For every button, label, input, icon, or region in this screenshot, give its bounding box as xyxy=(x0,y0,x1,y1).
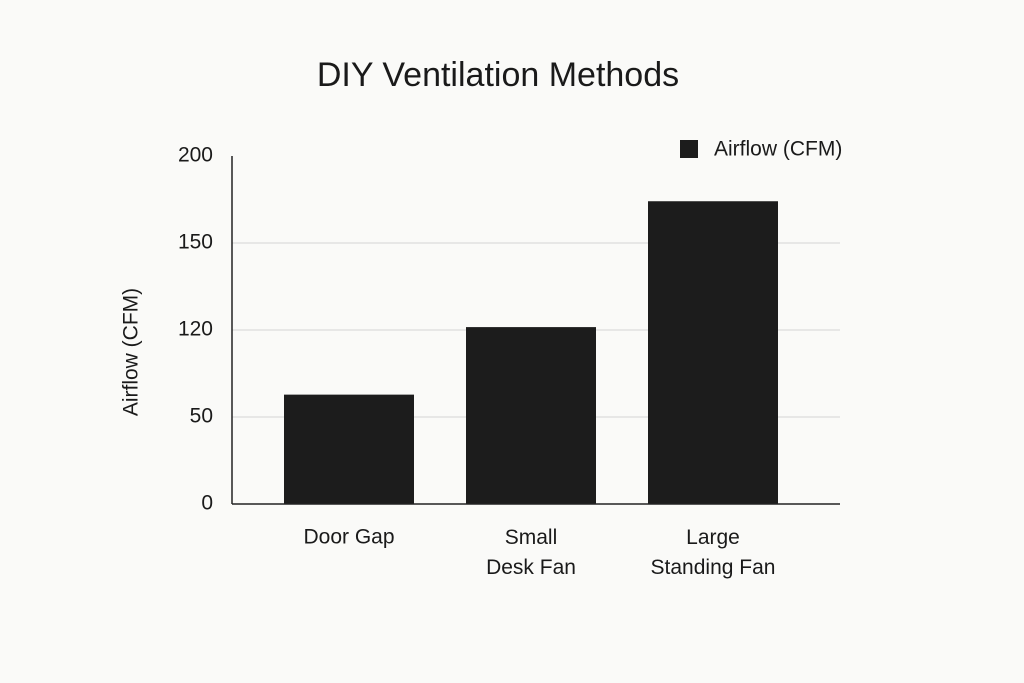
bar xyxy=(466,327,596,504)
bar xyxy=(648,201,778,505)
y-tick-label: 120 xyxy=(178,318,213,341)
bar xyxy=(284,394,414,504)
x-tick-label: Large Standing Fan xyxy=(651,526,776,579)
y-tick-label: 0 xyxy=(201,492,213,515)
y-tick-label: 200 xyxy=(178,144,213,167)
y-tick-label: 150 xyxy=(178,231,213,254)
x-tick-label: Small Desk Fan xyxy=(486,526,576,579)
y-tick-label: 50 xyxy=(190,405,213,428)
legend-swatch xyxy=(680,140,698,158)
x-tick-label: Door Gap xyxy=(303,526,394,549)
y-axis-label: Airflow (CFM) xyxy=(120,288,143,416)
chart-title: DIY Ventilation Methods xyxy=(317,56,679,94)
legend-label: Airflow (CFM) xyxy=(714,138,842,161)
